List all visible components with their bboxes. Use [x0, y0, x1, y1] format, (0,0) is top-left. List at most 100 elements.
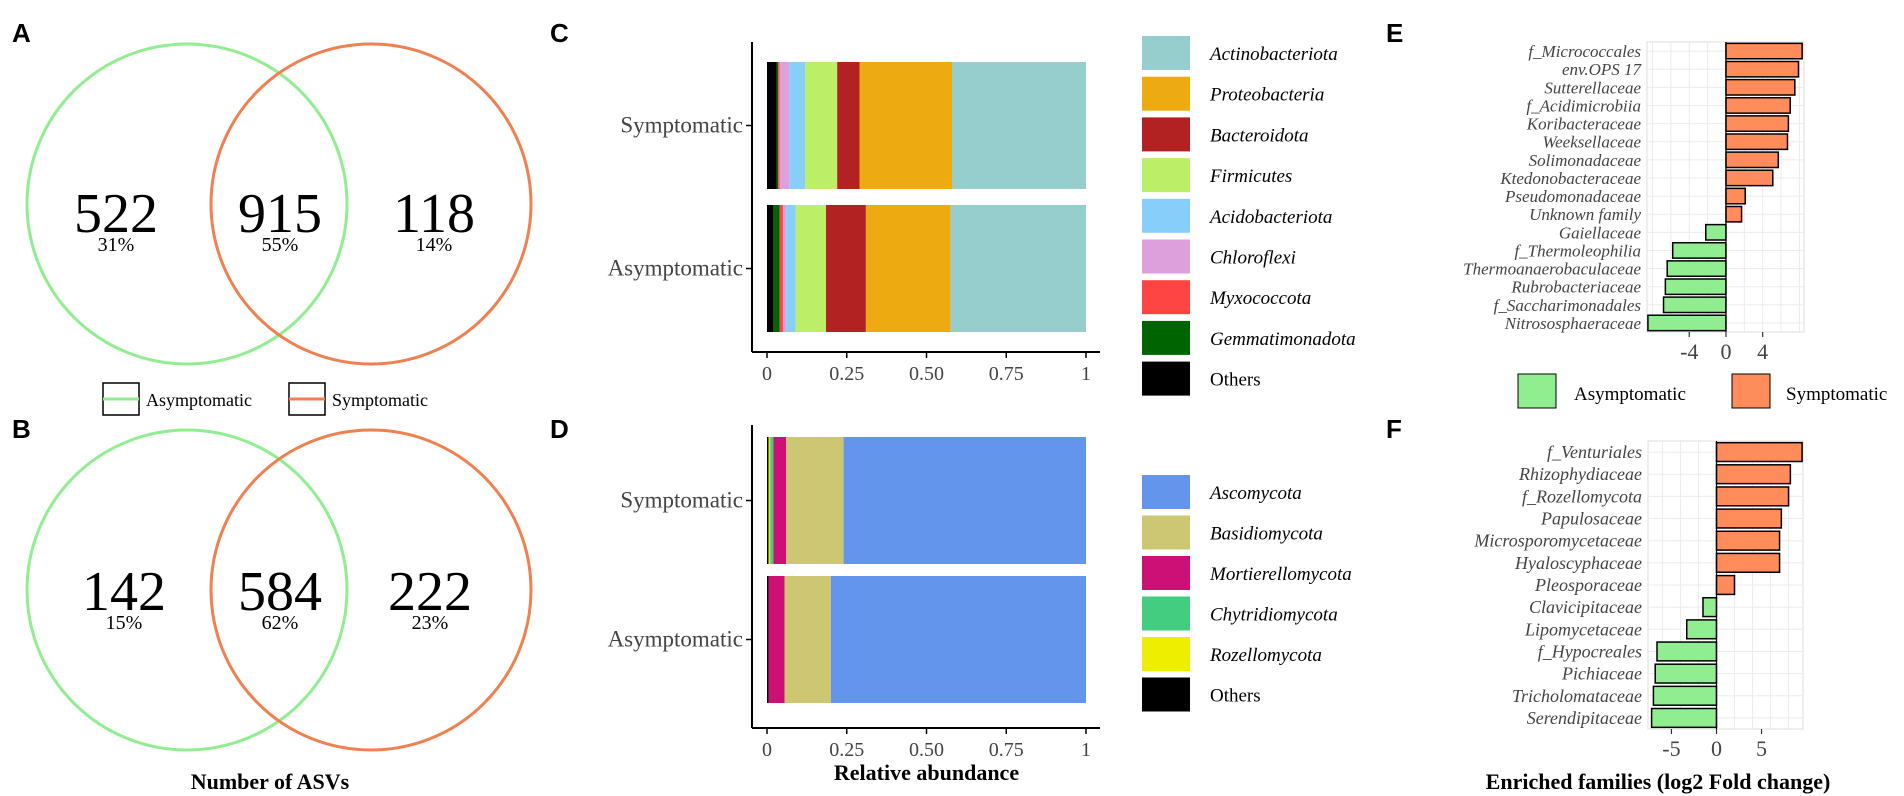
venn-b-mid-pct: 62%: [262, 612, 299, 634]
venn-a-right-count: 118: [393, 183, 475, 245]
venn-b-right-pct: 23%: [412, 612, 449, 634]
E-ytick-label-rubrobacteriaceae: Rubrobacteriaceae: [1510, 278, 1641, 297]
D-bar-symptomatic-ascomycota: [843, 437, 1086, 564]
F-ytick-label-microsporomycetaceae: Microsporomycetaceae: [1473, 531, 1642, 551]
D-legend-label-basidiomycota: Basidiomycota: [1210, 524, 1323, 545]
C-bar-asymptomatic-actinobacteriota: [950, 205, 1086, 332]
F-bar-hyaloscyphaceae: [1715, 552, 1781, 574]
D-bar-symptomatic-chytridiomycota: [770, 437, 774, 564]
D-bar-symptomatic-rozellomycota: [768, 437, 771, 564]
C-legend-swatch-firmicutes: [1142, 158, 1190, 193]
F-bar-microsporomycetaceae: [1715, 530, 1781, 551]
D-bar-asymptomatic-mortierellomycota: [768, 576, 785, 703]
E-ytick-label-f-acidimicrobiia: f_Acidimicrobiia: [1526, 96, 1641, 115]
D-legend-swatch-ascomycota: [1142, 475, 1190, 509]
ef-legend-asym-label: Asymptomatic: [1574, 384, 1686, 405]
F-bar-rhizophydiaceae: [1715, 464, 1792, 485]
ef-legend-sym-swatch: [1731, 373, 1771, 409]
E-bar-unknown-family: [1725, 205, 1743, 223]
C-ytick-label-symptomatic: Symptomatic: [620, 113, 743, 138]
F-bar-pleosporaceae: [1715, 574, 1736, 596]
ef-legend: Asymptomatic Symptomatic: [1517, 373, 1887, 409]
F-ytick-label-f-rozellomycota: f_Rozellomycota: [1522, 486, 1642, 506]
F-ytick-label-tricholomataceae: Tricholomataceae: [1512, 686, 1642, 706]
C-xtick-label-0-50: 0.50: [909, 363, 944, 385]
D-legend-label-ascomycota: Ascomycota: [1208, 483, 1302, 504]
C-bar-symptomatic-acidobacteriota: [789, 62, 806, 189]
panel-letter-c: C: [550, 18, 569, 48]
venn-b-sym-circle: [209, 428, 533, 752]
D-bar-symptomatic-others: [767, 437, 769, 564]
venn-b-asym-circle: [25, 428, 349, 752]
C-legend-label-bacteroidota: Bacteroidota: [1210, 125, 1309, 146]
E-ytick-label-f-saccharimonadales: f_Saccharimonadales: [1494, 296, 1642, 315]
chart-d-phylum-fungi: Symptomatic Asymptomatic 0 0.25 0.50 0.75 1 Rel…: [608, 425, 1352, 785]
E-ytick-label-ktedonobacteraceae: Ktedonobacteraceae: [1499, 169, 1641, 188]
C-legend-label-gemmatimonadota: Gemmatimonadota: [1210, 329, 1356, 350]
E-bar-f-thermoleophilia: [1671, 241, 1727, 259]
venn-a-left-pct: 31%: [98, 234, 135, 256]
C-legend-label-actinobacteriota: Actinobacteriota: [1208, 44, 1338, 65]
F-bar-lipomycetaceae: [1686, 619, 1718, 640]
C-legend-swatch-chloroflexi: [1142, 239, 1190, 274]
E-xtick-label: 0: [1720, 339, 1731, 364]
E-bar-f-acidimicrobiia: [1725, 96, 1791, 114]
E-bar-nitrososphaeraceae: [1647, 314, 1727, 332]
D-legend-label-others: Others: [1210, 686, 1261, 707]
venn-b-left-count: 142: [82, 561, 166, 623]
E-bar-pseudomonadaceae: [1725, 187, 1746, 205]
C-legend-label-acidobacteriota: Acidobacteriota: [1208, 207, 1332, 228]
C-legend-label-chloroflexi: Chloroflexi: [1210, 248, 1296, 269]
C-xtick-label-0-75: 0.75: [989, 363, 1024, 385]
C-xtick-label-0: 0: [762, 363, 772, 385]
C-bar-asymptomatic-others: [767, 205, 774, 332]
E-ytick-label-unknown-family: Unknown family: [1529, 205, 1641, 224]
F-bar-pichiaceae: [1654, 663, 1718, 684]
F-ytick-label-lipomycetaceae: Lipomycetaceae: [1524, 619, 1642, 639]
C-legend-label-proteobacteria: Proteobacteria: [1209, 85, 1324, 106]
E-ytick-label-solimonadaceae: Solimonadaceae: [1529, 151, 1642, 170]
D-legend-label-rozellomycota: Rozellomycota: [1209, 645, 1322, 666]
D-xtick-label-0: 0: [762, 739, 772, 761]
venn-legend-asym-label: Asymptomatic: [146, 390, 252, 410]
E-bar-sutterellaceae: [1725, 78, 1796, 96]
D-ytick-label-symptomatic: Symptomatic: [620, 488, 743, 513]
E-bar-ktedonobacteraceae: [1725, 169, 1774, 187]
E-ytick-label-sutterellaceae: Sutterellaceae: [1544, 78, 1641, 97]
E-bar-f-micrococcales: [1725, 42, 1803, 60]
C-bar-symptomatic-gemmatimonadota: [776, 62, 779, 189]
E-ytick-label-thermoanaerobaculaceae: Thermoanaerobaculaceae: [1463, 260, 1641, 279]
C-bar-asymptomatic-gemmatimonadota: [773, 205, 780, 332]
E-xtick-label: 4: [1757, 339, 1768, 364]
F-ytick-label-serendipitaceae: Serendipitaceae: [1527, 708, 1642, 728]
C-legend-label-others: Others: [1210, 370, 1261, 391]
F-bar-serendipitaceae: [1650, 707, 1718, 729]
C-xtick-label-1: 1: [1081, 363, 1091, 385]
E-bar-koribacteraceae: [1725, 115, 1790, 133]
F-bar-f-rozellomycota: [1715, 486, 1790, 507]
ef-legend-sym-label: Symptomatic: [1786, 384, 1887, 405]
C-legend-swatch-others: [1142, 361, 1190, 396]
E-ytick-label-f-micrococcales: f_Micrococcales: [1528, 42, 1641, 61]
D-legend-swatch-mortierellomycota: [1142, 556, 1190, 590]
panel-letter-a: A: [12, 18, 31, 48]
venn-a-mid-pct: 55%: [262, 234, 299, 256]
F-xtick-label: -5: [1662, 736, 1680, 761]
E-bar-weeksellaceae: [1725, 133, 1789, 151]
D-xtick-label-0-75: 0.75: [989, 739, 1024, 761]
F-ytick-label-pichiaceae: Pichiaceae: [1561, 664, 1642, 684]
F-bar-f-venturiales: [1715, 441, 1803, 463]
C-bar-asymptomatic-bacteroidota: [826, 205, 866, 332]
C-bar-asymptomatic-acidobacteriota: [786, 205, 796, 332]
panel-letter-e: E: [1386, 18, 1403, 48]
F-bar-clavicipitaceae: [1702, 596, 1718, 618]
chart-c-phylum-bacteria: Symptomatic Asymptomatic 0 0.25 0.50 0.75 1 Act…: [608, 36, 1356, 396]
D-bar-asymptomatic-others: [767, 576, 769, 703]
C-bar-symptomatic-actinobacteriota: [952, 62, 1086, 189]
D-bar-asymptomatic-ascomycota: [830, 576, 1086, 703]
C-ytick-label-asymptomatic: Asymptomatic: [608, 256, 743, 281]
F-xlabel: Enriched families (log2 Fold change): [1486, 769, 1831, 794]
D-xtick-label-0-50: 0.50: [909, 739, 944, 761]
F-ytick-label-hyaloscyphaceae: Hyaloscyphaceae: [1514, 553, 1642, 573]
D-xlabel: Relative abundance: [834, 760, 1019, 785]
